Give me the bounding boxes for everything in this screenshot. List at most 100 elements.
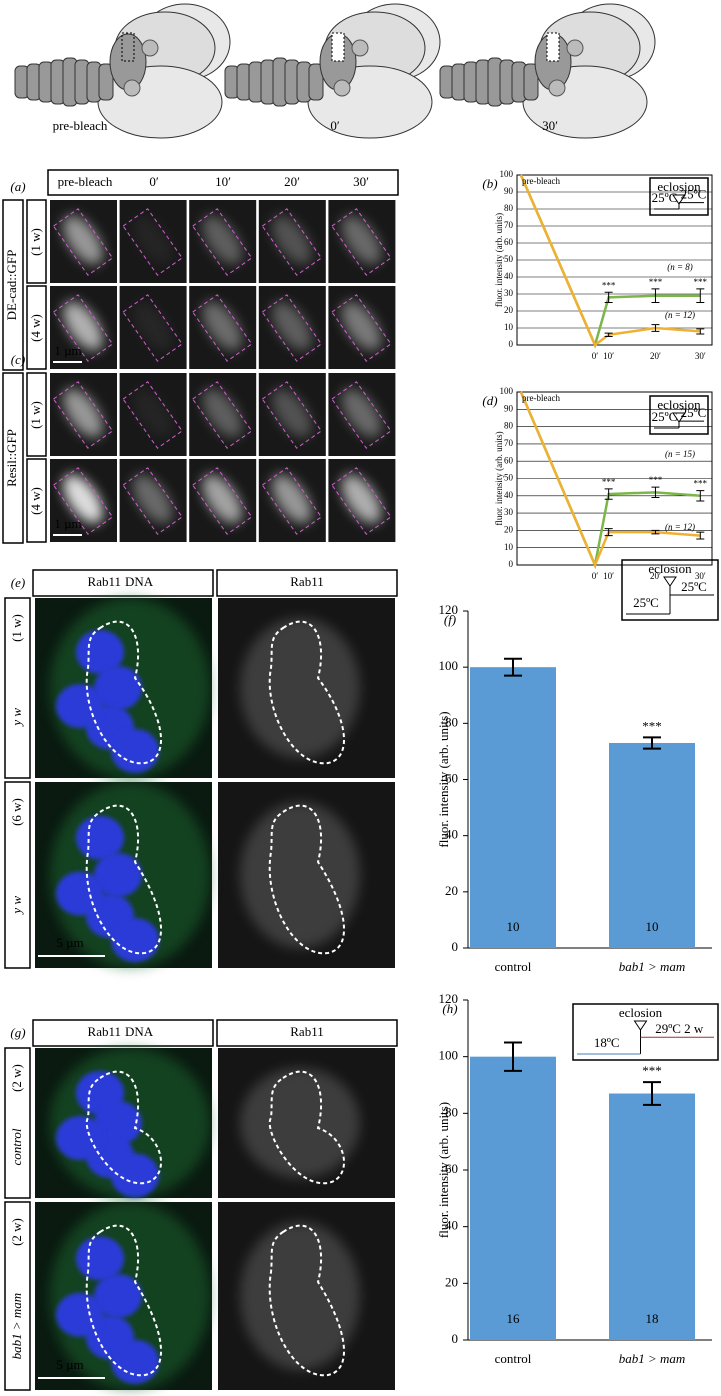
y-tick-label: 20 — [504, 305, 514, 315]
frame — [32, 1019, 214, 1047]
bleach-region — [121, 32, 135, 62]
nucleus — [94, 1101, 142, 1145]
signal — [240, 618, 360, 758]
roi — [52, 381, 114, 449]
error-bar — [504, 657, 522, 677]
count-label: 10 — [646, 919, 659, 934]
row-label: (6 w) — [9, 798, 24, 826]
y-tick-label: 60 — [504, 237, 514, 247]
y-tick-label: 70 — [504, 438, 514, 448]
y-tick-label: 0 — [509, 339, 514, 349]
count-label: 10 — [507, 919, 520, 934]
error-bar — [604, 332, 613, 337]
bar — [470, 667, 556, 948]
error-bar — [604, 291, 613, 303]
signal — [272, 474, 312, 524]
x-tick-label: 30′ — [695, 571, 706, 581]
scale-label: 5 µm — [56, 1357, 83, 1372]
panel-letter: (a) — [10, 179, 25, 194]
significance: *** — [694, 277, 708, 287]
y-tick-label: 100 — [500, 169, 514, 179]
nucleus — [94, 853, 142, 897]
nucleus — [56, 684, 104, 728]
significance: *** — [602, 280, 616, 290]
y-tick-label: 80 — [445, 714, 458, 729]
frame — [26, 458, 47, 543]
row-label: (2 w) — [9, 1218, 24, 1246]
signal — [272, 388, 312, 438]
significance: *** — [649, 475, 663, 485]
y-tick-label: 80 — [504, 203, 514, 213]
y-tick-label: 60 — [445, 770, 458, 785]
y-tick-label: 50 — [504, 254, 514, 264]
error-bar — [604, 488, 613, 500]
count-label: 16 — [507, 1311, 521, 1326]
header: Rab11 — [290, 574, 323, 589]
marker — [672, 412, 686, 423]
nucleus — [111, 918, 159, 963]
inset-label: 18ºC — [594, 1035, 620, 1050]
y-tick-label: 80 — [445, 1104, 458, 1119]
roi — [261, 208, 322, 276]
genotype-label: y w — [9, 896, 24, 916]
scale-label: 5 µm — [56, 935, 83, 950]
y-tick-label: 40 — [445, 1218, 458, 1233]
y-tick-label: 40 — [445, 827, 458, 842]
frame — [621, 559, 719, 621]
y-tick-label: 70 — [504, 220, 514, 230]
frame — [649, 177, 709, 216]
significance: *** — [642, 718, 662, 733]
y-tick-label: 120 — [439, 602, 459, 617]
series-label: (n = 15) — [665, 449, 695, 459]
cell-outline — [85, 620, 162, 765]
y-tick-label: 40 — [504, 490, 514, 500]
error-bar — [504, 1041, 522, 1072]
roi — [52, 467, 114, 535]
haltere — [333, 79, 351, 97]
signal — [63, 474, 103, 524]
inset-title: eclosion — [657, 179, 701, 194]
marker-label: DE-cad::GFP — [4, 250, 19, 321]
x-tick-label: 20′ — [650, 351, 661, 361]
series-label: (n = 12) — [665, 310, 695, 320]
inset-label: 25ºC — [681, 187, 707, 202]
segment — [98, 63, 114, 101]
header: Rab11 — [88, 574, 121, 589]
column-header: 20′ — [284, 174, 300, 189]
y-axis-label: fluor. intensity (arb. units) — [436, 1102, 451, 1238]
y-axis-label: fluor. intensity (arb. units) — [436, 711, 451, 847]
y-tick-label: 0 — [509, 559, 514, 569]
roi — [122, 208, 183, 276]
panel-letter: (e) — [11, 575, 25, 590]
roi — [192, 294, 253, 362]
frame — [4, 1047, 31, 1199]
y-tick-label: 50 — [504, 473, 514, 483]
haltere — [141, 39, 159, 57]
signal — [272, 301, 312, 351]
signal — [240, 1068, 360, 1178]
roi — [261, 381, 322, 449]
nucleus — [94, 666, 142, 710]
scale-label: 1 µm — [54, 516, 81, 531]
haltere — [548, 79, 566, 97]
y-tick-label: 20 — [504, 524, 514, 534]
y-tick-label: 100 — [439, 1048, 459, 1063]
frame — [26, 372, 47, 457]
frame — [4, 1201, 31, 1391]
panel-letter: (f) — [444, 612, 456, 627]
cell-outline — [268, 1224, 345, 1377]
roi — [192, 467, 253, 535]
schematic-label: 30′ — [542, 118, 558, 133]
roi — [192, 208, 253, 276]
y-axis-label: fluor. intensity (arb. units) — [494, 213, 504, 307]
y-tick-label: 30 — [504, 507, 514, 517]
y-axis-label: fluor. intensity (arb. units) — [494, 431, 504, 525]
series-label: (n = 12) — [665, 522, 695, 532]
bar — [609, 742, 695, 948]
inset-title: eclosion — [648, 561, 692, 576]
inset-title: eclosion — [657, 397, 701, 412]
haltere — [123, 79, 141, 97]
row-label: (1 w) — [9, 614, 24, 642]
signal — [132, 215, 173, 265]
